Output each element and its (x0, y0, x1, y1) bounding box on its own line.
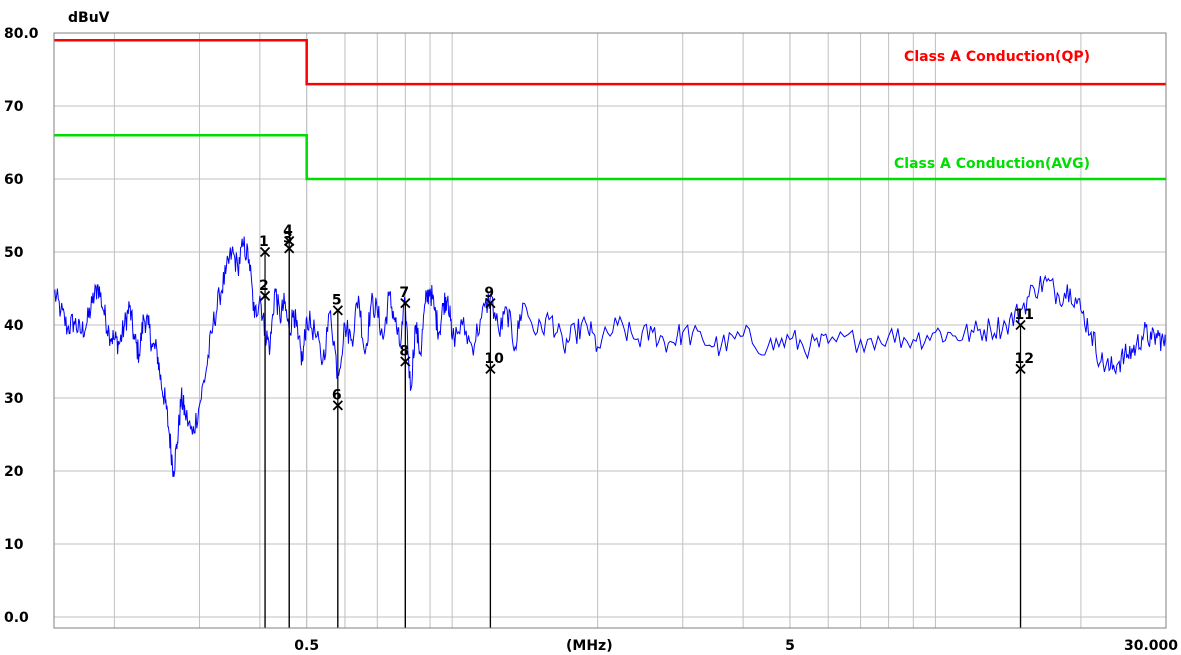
marker-x (1015, 363, 1026, 374)
x-tick-label: 0.5 (294, 638, 319, 654)
y-tick-label: 0.0 (4, 610, 29, 626)
marker-label: 10 (484, 351, 504, 367)
marker-label: 5 (332, 292, 342, 308)
y-axis-tick-labels: 80.0 70 60 50 40 30 20 10 0.0 (4, 26, 39, 626)
marker-label: 8 (399, 344, 409, 360)
y-tick-label: 50 (4, 245, 24, 261)
y-tick-label: 10 (4, 537, 24, 553)
marker-x (1015, 319, 1026, 331)
marker-label: 11 (1015, 307, 1034, 323)
marker-x (400, 356, 411, 367)
y-tick-label: 20 (4, 464, 24, 480)
y-tick-label: 40 (4, 318, 24, 334)
legend-labels: Class A Conduction(QP) Class A Conduction… (894, 49, 1090, 172)
marker-x (332, 305, 343, 316)
marker-x (485, 297, 496, 309)
marker-x (284, 235, 295, 247)
x-axis-label: (MHz) (566, 638, 613, 654)
marker-label: 9 (484, 285, 494, 301)
marker-label: 4 (283, 223, 293, 239)
x-tick-label: 30.000 (1124, 638, 1178, 654)
marker-label: 6 (332, 387, 342, 403)
marker-x (332, 400, 343, 411)
legend-label: Class A Conduction(QP) (904, 49, 1090, 65)
marker-x (400, 297, 411, 309)
series-group (53, 236, 1167, 477)
marker-x (485, 363, 496, 374)
marker-label: 12 (1015, 351, 1034, 367)
marker-label: 7 (399, 285, 409, 301)
x-axis-tick-labels: 0.5 5 30.000 (294, 638, 1178, 654)
y-tick-label: 70 (4, 99, 24, 115)
x-tick-label: 5 (785, 638, 795, 654)
y-axis-label: dBuV (68, 10, 110, 26)
limit-line (54, 39, 1166, 86)
plot-frame (53, 32, 1167, 629)
limit-line (54, 133, 1166, 181)
marker-label: 3 (283, 230, 293, 246)
limit-lines (54, 39, 1166, 181)
y-tick-label: 30 (4, 391, 24, 407)
y-tick-label: 60 (4, 172, 24, 188)
emission-trace (53, 236, 1167, 477)
marker-label: 2 (259, 278, 269, 294)
marker-x (259, 246, 271, 258)
marker-x (259, 290, 271, 301)
marker-label: 1 (259, 234, 269, 250)
y-tick-label: 80.0 (4, 26, 39, 42)
legend-label: Class A Conduction(AVG) (894, 156, 1090, 172)
